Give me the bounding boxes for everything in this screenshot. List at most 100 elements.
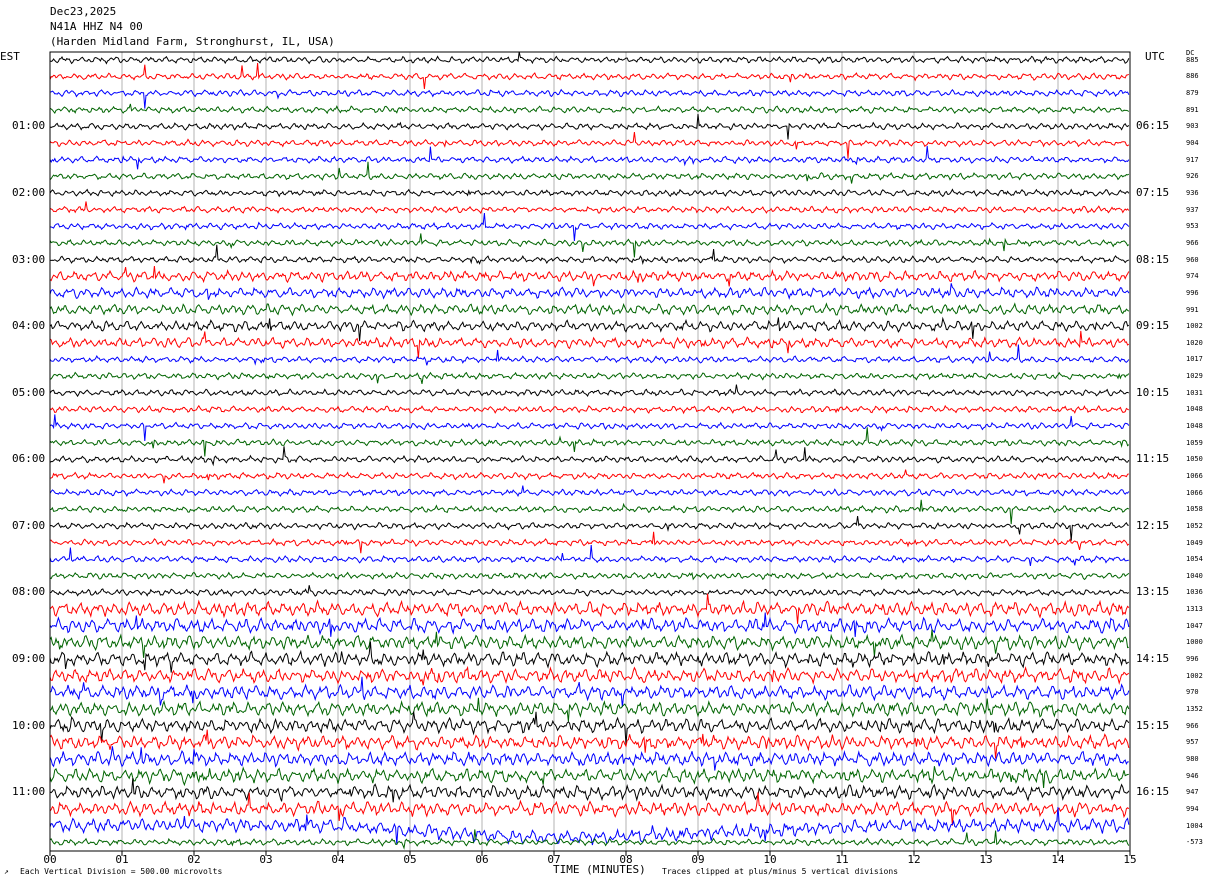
dc-offset-label: 1066 [1186,471,1203,480]
x-tick-label: 02 [187,853,200,866]
seismogram-trace [49,485,1130,498]
est-time-label: 10:00 [12,718,46,732]
dc-offset-label: 885 [1186,55,1199,64]
seismogram-trace [49,612,1130,637]
x-tick-label: 12 [907,853,920,866]
dc-offset-label: 1000 [1186,638,1203,647]
seismogram-trace [49,585,1130,598]
footer-clip-note: Traces clipped at plus/minus 5 vertical … [662,867,899,876]
dc-offset-label: 960 [1186,255,1199,264]
est-time-label: 05:00 [12,385,46,399]
seismogram-trace [49,531,1130,554]
seismogram-trace [49,145,1130,170]
seismogram-trace [49,213,1130,241]
x-tick-label: 04 [331,853,345,866]
seismogram-trace [49,244,1130,266]
dc-offset-label: 966 [1186,721,1199,730]
dc-offset-label: 1066 [1186,488,1203,497]
utc-time-label: 16:15 [1136,785,1170,799]
seismogram-trace [49,233,1130,258]
est-time-label: 03:00 [12,252,46,266]
utc-time-label: 10:15 [1136,385,1170,399]
est-time-label: 02:00 [12,185,46,199]
utc-time-label: 14:15 [1136,652,1170,666]
seismogram-trace [49,469,1129,484]
seismogram-trace [49,302,1130,317]
seismogram-trace [49,161,1130,184]
seismogram-trace [49,344,1130,366]
seismogram-trace [49,132,1130,159]
dc-offset-label: 1031 [1186,388,1203,397]
footer-scale-note: Each Vertical Division = 500.00 microvol… [20,867,223,876]
x-tick-label: 14 [1051,853,1065,866]
dc-offset-label: 947 [1186,788,1199,797]
dc-offset-label: 1050 [1186,455,1203,464]
est-time-label: 06:00 [12,452,46,466]
dc-offset-label: 891 [1186,105,1199,114]
dc-offset-label: 903 [1186,122,1199,131]
axis-layer: 00 01 02 03 04 05 06 07 08 09 10 11 12 13 14 15 [43,51,1137,866]
seismogram-trace [49,641,1130,673]
x-tick-label: 06 [475,853,488,866]
left-zone-label: EST [0,50,20,63]
seismogram-trace [49,316,1130,342]
seismogram-trace [49,665,1130,686]
dc-offset-label: 957 [1186,738,1199,747]
est-time-label: 08:00 [12,585,46,599]
seismogram-trace [49,283,1130,300]
seismogram-trace [49,766,1129,788]
dc-offset-label: -573 [1186,838,1203,847]
dc-offset-label: 974 [1186,272,1199,281]
seismogram-trace [49,777,1130,803]
seismogram-trace [49,571,1130,581]
dc-offset-label: 953 [1186,222,1199,231]
utc-time-label: 06:15 [1136,119,1170,133]
seismogram-trace [49,676,1130,708]
dc-offset-label: 1049 [1186,538,1203,547]
seismogram-trace [49,807,1130,846]
seismogram-trace [49,51,1130,65]
dc-offset-label: 1002 [1186,671,1203,680]
seismogram-trace [49,629,1129,658]
dc-offset-label: 937 [1186,205,1199,214]
est-time-label: 07:00 [12,518,46,532]
dc-offset-label: 994 [1186,804,1199,813]
seismogram-trace [49,544,1129,566]
dc-offset-label: 946 [1186,771,1199,780]
dc-offset-label: 1048 [1186,405,1203,414]
seismogram-trace [49,63,1130,90]
x-tick-label: 08 [619,853,632,866]
x-tick-label: 00 [43,853,56,866]
x-tick-label: 11 [835,853,848,866]
dc-offset-label: 991 [1186,305,1199,314]
seismogram-trace [49,711,1130,745]
x-tick-label: 09 [691,853,704,866]
seismogram-trace [49,330,1130,359]
x-tick-label: 07 [547,853,560,866]
dc-label: DC [1186,49,1195,57]
dc-offset-label: 1059 [1186,438,1203,447]
seismogram-trace [49,593,1130,624]
x-tick-label: 03 [259,853,272,866]
dc-offset-label: 886 [1186,72,1199,81]
est-time-label: 01:00 [12,119,46,133]
dc-offset-label: 980 [1186,754,1199,763]
dc-offset-label: 1017 [1186,355,1203,364]
x-tick-label: 15 [1123,853,1136,866]
plot-frame [49,51,1131,852]
utc-time-label: 09:15 [1136,319,1170,333]
header-location: (Harden Midland Farm, Stronghurst, IL, U… [50,35,335,48]
dc-offset-label: 926 [1186,172,1199,181]
utc-time-label: 15:15 [1136,718,1170,732]
utc-time-label: 12:15 [1136,518,1170,532]
dc-offset-label: 1054 [1186,555,1203,564]
dc-offset-label: 1036 [1186,588,1203,597]
seismogram-trace [49,404,1130,415]
dc-offset-label: 1047 [1186,621,1203,630]
grid-layer [121,52,1059,851]
seismogram-trace [49,384,1129,398]
dc-offset-label: 1020 [1186,338,1203,347]
seismogram-trace [49,499,1130,525]
utc-time-label: 11:15 [1136,452,1170,466]
seismogram-trace [49,103,1130,115]
